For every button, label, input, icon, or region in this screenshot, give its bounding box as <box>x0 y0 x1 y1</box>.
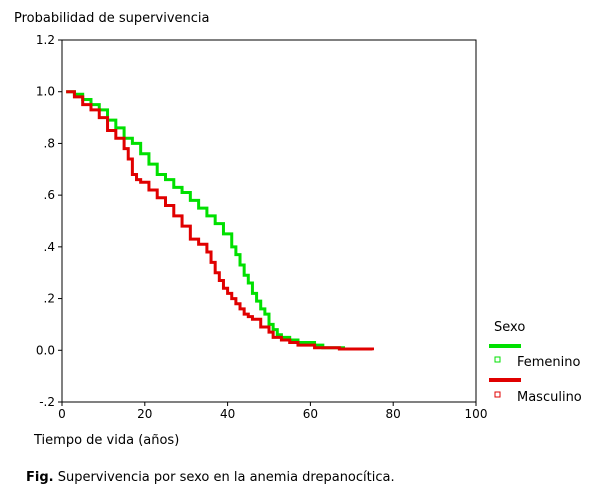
x-axis-title: Tiempo de vida (años) <box>33 433 179 448</box>
caption-text: Supervivencia por sexo en la anemia drep… <box>53 470 395 485</box>
figure-caption: Fig. Supervivencia por sexo en la anemia… <box>26 470 395 485</box>
plot-frame <box>61 39 477 403</box>
caption-label: Fig. <box>26 470 54 485</box>
y-tick-label: -.2 <box>39 395 55 409</box>
legend-title: Sexo <box>494 320 525 335</box>
series-line-masculino <box>66 90 374 351</box>
x-tick-label: 80 <box>386 407 401 421</box>
x-tick-label: 20 <box>137 407 152 421</box>
y-tick-label: 1.2 <box>36 33 55 47</box>
y-axis-ticks: 1.2 1.0 .8 .6 .4 .2 0.0 -.2 <box>36 33 62 409</box>
y-tick-label: 0.0 <box>36 343 55 357</box>
y-tick-label: 1.0 <box>36 85 55 99</box>
y-tick-label: .6 <box>44 188 55 202</box>
x-tick-label: 0 <box>58 407 66 421</box>
legend-marker-femenino <box>494 356 501 363</box>
legend-label-femenino: Femenino <box>517 355 581 370</box>
series-line-femenino <box>66 90 346 351</box>
legend-marker-masculino <box>494 391 501 398</box>
y-tick-label: .4 <box>44 240 55 254</box>
x-tick-label: 40 <box>220 407 235 421</box>
y-tick-label: .8 <box>44 136 55 150</box>
y-axis-title: Probabilidad de supervivencia <box>14 11 209 26</box>
legend-label-masculino: Masculino <box>517 390 582 405</box>
legend: Sexo Femenino Masculino <box>489 320 582 405</box>
x-axis-ticks: 0 20 40 60 80 100 <box>58 402 487 421</box>
x-tick-label: 100 <box>465 407 488 421</box>
x-tick-label: 60 <box>303 407 318 421</box>
series-lines <box>66 90 374 351</box>
y-tick-label: .2 <box>44 292 55 306</box>
